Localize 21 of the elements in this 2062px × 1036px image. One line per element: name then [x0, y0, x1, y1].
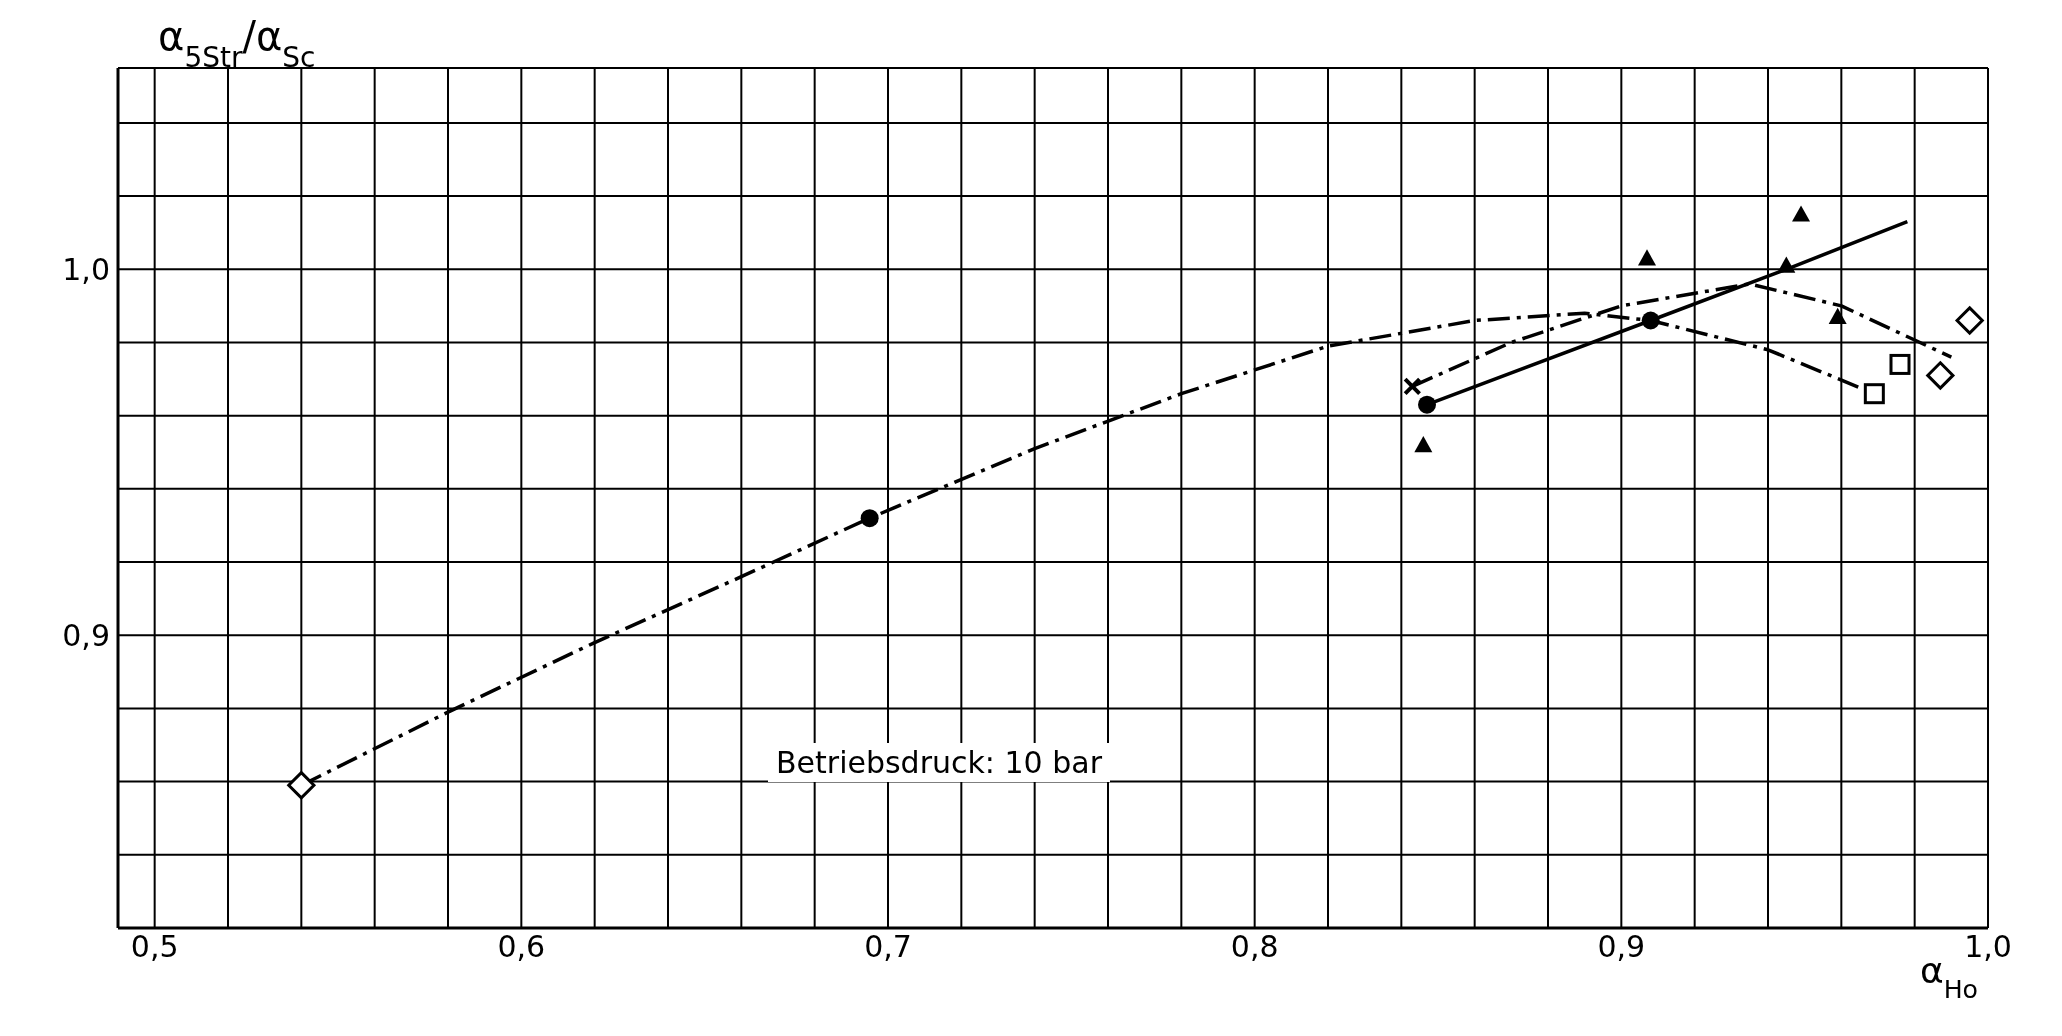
- x-tick-label: 0,6: [497, 929, 546, 965]
- point: [1926, 361, 1955, 390]
- x-tick-label: 0,7: [864, 929, 912, 965]
- point: [1638, 249, 1656, 266]
- point: [1641, 311, 1660, 330]
- point: [1863, 383, 1885, 405]
- y-axis-title: α$_{5Str}$/α$_{Sc}$: [158, 13, 316, 74]
- x-tick-label: 0,9: [1597, 929, 1646, 965]
- annotation: Betriebsdruck: 10 bar: [768, 743, 1110, 782]
- point: [287, 771, 316, 800]
- point: [1889, 353, 1911, 375]
- point: [1828, 307, 1847, 325]
- point: [1403, 377, 1422, 396]
- point: [1792, 205, 1810, 222]
- point: [1414, 435, 1433, 453]
- x-tick-label: 0,5: [130, 929, 179, 965]
- x-tick-label: 0,8: [1230, 929, 1279, 965]
- point: [1777, 256, 1796, 273]
- point: [1418, 395, 1436, 414]
- point: [1955, 306, 1984, 335]
- point: [860, 509, 879, 528]
